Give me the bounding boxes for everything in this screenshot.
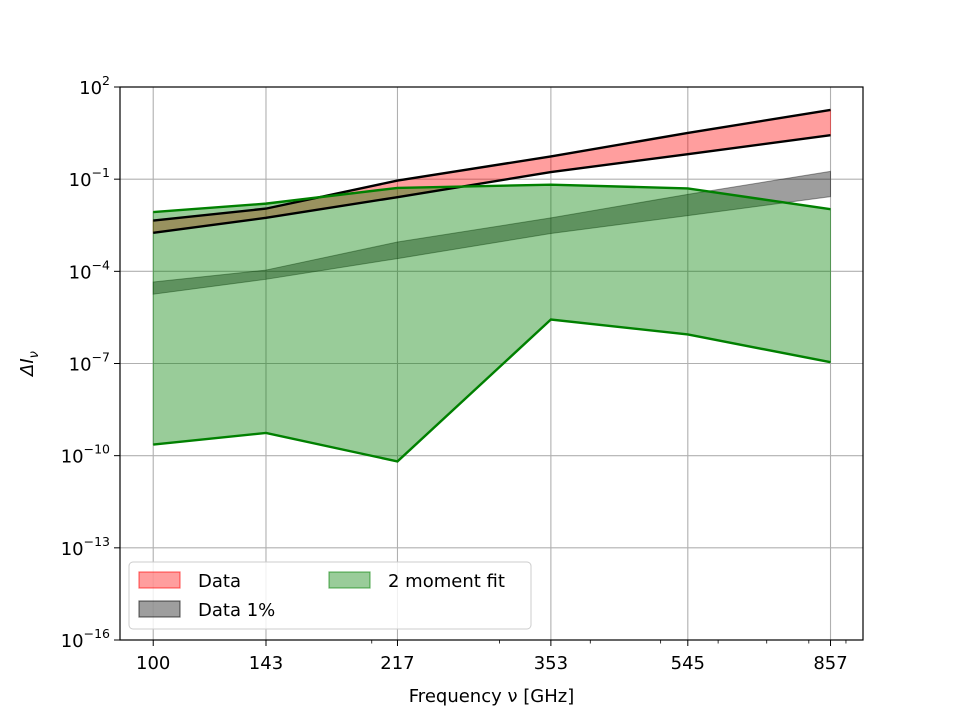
axis-ticks: 100 143 217 353 545 857 102 10−1 10−4 10−7 10−10 10… — [61, 73, 848, 674]
legend-box — [128, 561, 532, 630]
legend-swatch — [328, 571, 371, 589]
series-lower-line-2 — [153, 318, 831, 463]
y-tick-label: 10−13 — [61, 534, 110, 560]
legend-swatch — [138, 600, 181, 618]
y-tick-label: 10−16 — [61, 626, 110, 652]
x-axis-label: Frequency ν [GHz] — [409, 686, 574, 707]
legend: Data Data 1% 2 moment fit — [128, 561, 532, 630]
x-tick-label: 143 — [249, 653, 283, 674]
y-tick-label: 10−1 — [69, 165, 110, 191]
x-tick-label: 545 — [671, 653, 705, 674]
y-axis-label: ΔIν — [17, 351, 42, 378]
series-upper-line-2 — [153, 183, 831, 214]
series-fills — [152, 109, 832, 462]
y-tick-label: 102 — [79, 73, 110, 99]
x-tick-label: 217 — [380, 653, 414, 674]
legend-label: Data — [198, 571, 241, 592]
series-lower-line-0 — [153, 134, 831, 234]
y-tick-label: 10−7 — [69, 350, 110, 376]
x-tick-label: 100 — [136, 653, 170, 674]
series-fill-2 — [152, 184, 832, 462]
y-tick-label: 10−10 — [61, 442, 110, 468]
series-upper-line-0 — [153, 108, 831, 222]
y-tick-label: 10−4 — [69, 257, 110, 283]
series-lines — [153, 108, 831, 463]
legend-label: 2 moment fit — [388, 571, 505, 592]
x-tick-label: 353 — [534, 653, 568, 674]
series-fill-1 — [152, 170, 832, 295]
x-tick-label: 857 — [813, 653, 847, 674]
legend-swatch — [138, 571, 181, 589]
legend-label: Data 1% — [198, 600, 275, 621]
